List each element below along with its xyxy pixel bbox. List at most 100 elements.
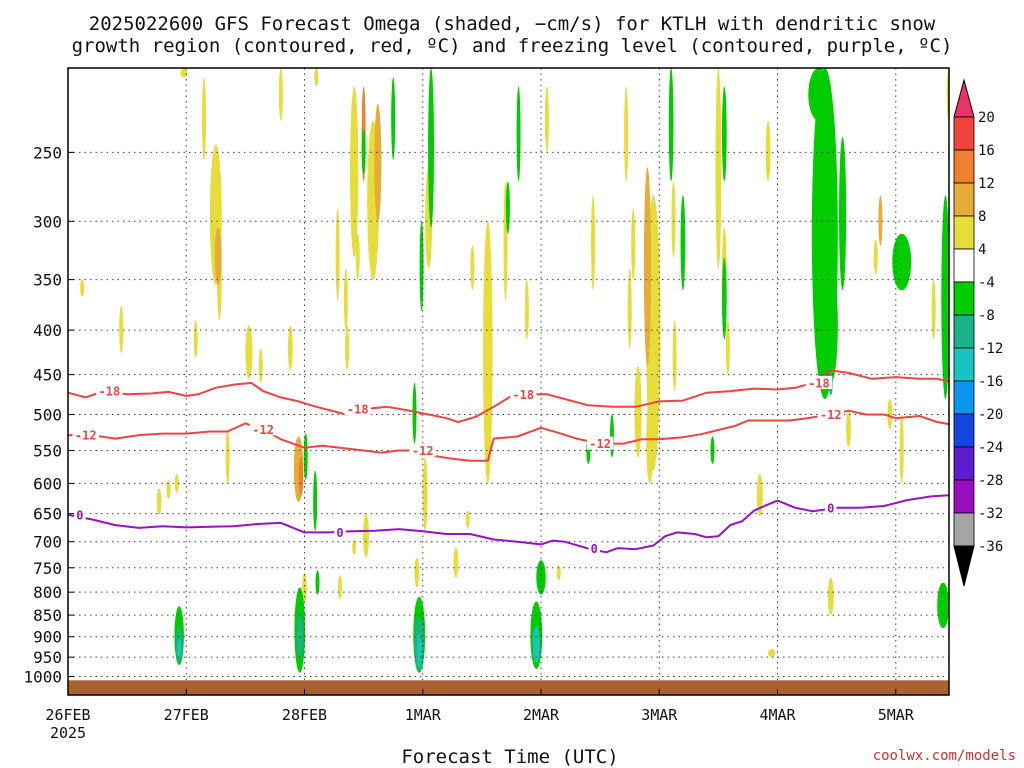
colorbar-bottom-arrow bbox=[953, 545, 975, 587]
colorbar-label: 4 bbox=[978, 242, 986, 258]
colorbar-band bbox=[953, 413, 975, 448]
omega-cell-upward bbox=[225, 429, 230, 484]
y-tick-label: 500 bbox=[33, 405, 62, 424]
colorbar-label: -32 bbox=[978, 506, 1003, 522]
omega-cell-upward bbox=[345, 325, 350, 371]
colorbar-top-arrow bbox=[953, 78, 975, 118]
omega-cell-upward bbox=[363, 513, 369, 558]
omega-cell-upward bbox=[287, 325, 293, 371]
colorbar-band bbox=[953, 347, 975, 382]
omega-cell-downward bbox=[892, 233, 912, 291]
contour-lines: -18 -18 -18 -18 -12 -12 -12 -12 -12 0 0 0 0 bbox=[68, 369, 949, 556]
colorbar-band bbox=[953, 479, 975, 514]
omega-cell-downward bbox=[839, 136, 847, 291]
colorbar-band bbox=[953, 446, 975, 481]
omega-cell-downward bbox=[937, 582, 949, 629]
omega-cell-upward bbox=[873, 239, 878, 275]
contour-label: -12 bbox=[589, 437, 611, 451]
colorbar-label: -12 bbox=[978, 341, 1003, 357]
omega-cell-downward bbox=[296, 612, 303, 660]
omega-cell-upward bbox=[156, 488, 162, 515]
omega-cell-downward bbox=[811, 68, 838, 400]
omega-cell-upward bbox=[556, 565, 561, 581]
x-tick-label: 4MAR bbox=[759, 706, 796, 724]
y-tick-label: 950 bbox=[33, 648, 62, 667]
omega-cell-downward bbox=[941, 195, 949, 399]
colorbar-label: 20 bbox=[978, 110, 995, 126]
omega-cell-upward bbox=[422, 457, 428, 531]
colorbar-label: 16 bbox=[978, 143, 995, 159]
contour-label-bg bbox=[344, 402, 371, 416]
omega-cell-downward bbox=[532, 626, 540, 664]
colorbar-label: 12 bbox=[978, 176, 995, 192]
omega-cell-downward bbox=[416, 634, 422, 667]
y-tick-label: 350 bbox=[33, 271, 62, 290]
contour-label: 0 bbox=[76, 508, 83, 522]
contour-label: 0 bbox=[827, 501, 834, 515]
contour-line--18 bbox=[68, 369, 949, 423]
contour-label: 0 bbox=[336, 526, 343, 540]
omega-cell-downward bbox=[303, 432, 308, 481]
omega-cell-downward bbox=[361, 128, 366, 175]
colorbar-band bbox=[953, 380, 975, 415]
omega-cell-upward bbox=[887, 399, 893, 430]
omega-cell-upward bbox=[355, 233, 360, 280]
x-tick-label: 3MAR bbox=[641, 706, 678, 724]
colorbar-label: -8 bbox=[978, 308, 995, 324]
omega-cell-upward bbox=[878, 195, 883, 246]
contour-label-bg bbox=[334, 525, 346, 539]
y-tick-label: 550 bbox=[33, 442, 62, 461]
x-tick-label: 2MAR bbox=[523, 706, 560, 724]
y-tick-label: 750 bbox=[33, 559, 62, 578]
omega-cell-upward bbox=[931, 279, 936, 340]
y-tick-label: 450 bbox=[33, 366, 62, 385]
colorbar-band bbox=[953, 116, 975, 151]
contour-label-bg bbox=[817, 407, 844, 421]
y-tick-label: 650 bbox=[33, 505, 62, 524]
omega-cell-upward bbox=[756, 473, 763, 517]
y-tick-label: 300 bbox=[33, 212, 62, 231]
colorbar-band bbox=[953, 182, 975, 217]
omega-cell-upward bbox=[352, 538, 357, 555]
colorbar-label: 8 bbox=[978, 209, 986, 225]
omega-cell-upward bbox=[193, 320, 198, 358]
y-tick-label: 800 bbox=[33, 583, 62, 602]
omega-cell-downward bbox=[412, 382, 417, 444]
y-tick-label: 900 bbox=[33, 628, 62, 647]
omega-cell-downward bbox=[721, 86, 727, 182]
contour-label-bg bbox=[72, 428, 99, 442]
contour-label: -12 bbox=[75, 429, 97, 443]
contour-label: -12 bbox=[252, 423, 274, 437]
omega-cell-downward bbox=[177, 638, 182, 660]
omega-cell-downward bbox=[315, 570, 320, 595]
omega-cell-upward bbox=[591, 195, 596, 291]
colorbar-band bbox=[953, 248, 975, 283]
omega-cell-upward bbox=[258, 348, 263, 383]
x-axis-label: Forecast Time (UTC) bbox=[401, 746, 618, 768]
x-axis-ticks: 26FEB 27FEB 28FEB 1MAR 2MAR 3MAR 4MAR 5MAR 2025 bbox=[45, 689, 915, 742]
omega-cell-upward bbox=[483, 221, 493, 484]
colorbar-band bbox=[953, 149, 975, 184]
colorbar-band bbox=[953, 281, 975, 316]
contour-label: -18 bbox=[99, 385, 121, 399]
contour-line--12 bbox=[68, 409, 949, 462]
contour-label-bg bbox=[74, 507, 86, 521]
omega-cell-upward bbox=[671, 181, 676, 258]
omega-shading bbox=[80, 68, 949, 673]
omega-cell-downward bbox=[428, 68, 434, 228]
colorbar-label: -28 bbox=[978, 473, 1003, 489]
omega-cell-upward bbox=[627, 268, 632, 349]
x-tick-label: 26FEB bbox=[45, 706, 90, 724]
credit-text: coolwx.com/models bbox=[873, 748, 1016, 764]
omega-cell-upward bbox=[314, 68, 319, 87]
omega-cell-upward bbox=[827, 577, 834, 616]
y-tick-label: 1000 bbox=[23, 668, 62, 687]
omega-cell-upward bbox=[119, 305, 124, 354]
omega-cell-upward bbox=[166, 480, 171, 499]
omega-cell-upward bbox=[631, 208, 636, 280]
colorbar-label: -24 bbox=[978, 440, 1003, 456]
omega-cell-upward bbox=[201, 77, 206, 160]
omega-cell-upward bbox=[846, 410, 851, 448]
y-tick-label: 700 bbox=[33, 533, 62, 552]
contour-label: -18 bbox=[512, 388, 534, 402]
